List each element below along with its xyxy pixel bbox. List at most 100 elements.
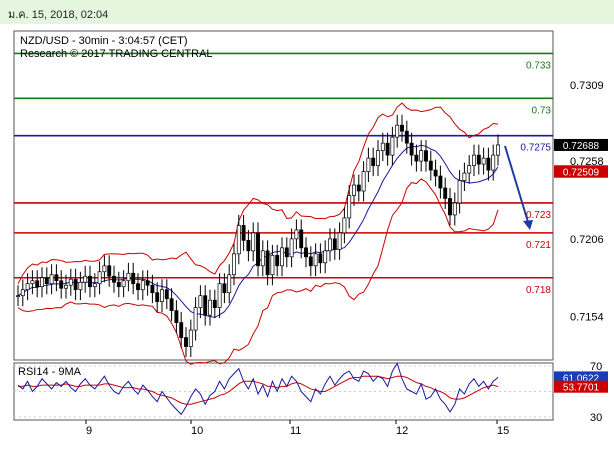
candle-body <box>30 280 35 285</box>
candle-body <box>116 281 121 288</box>
candle-body <box>227 274 232 294</box>
candle-body <box>251 232 256 252</box>
rsi-badge <box>554 380 608 393</box>
candle-body <box>419 150 424 162</box>
candle-body <box>59 280 64 289</box>
candle-body <box>323 250 328 264</box>
candle-body <box>414 154 419 162</box>
candle-body <box>112 275 116 283</box>
level-label: 0.721 <box>526 240 551 251</box>
candle-body <box>270 254 275 276</box>
level-label: 0.733 <box>526 60 551 71</box>
candle-body <box>284 247 289 258</box>
candle-body <box>54 274 59 282</box>
level-label: 0.7275 <box>520 143 551 154</box>
chart-source: Research © 2017 TRADING CENTRAL <box>20 48 213 60</box>
candle-body <box>342 217 347 234</box>
candle-body <box>424 150 428 162</box>
candle-body <box>496 144 500 156</box>
candle-body <box>136 283 140 291</box>
price-badge-label: 0.72688 <box>563 141 600 152</box>
candle-body <box>491 154 496 171</box>
y-tick-label: 0.7309 <box>570 80 604 92</box>
candle-body <box>294 229 299 240</box>
bollinger-lower <box>17 178 499 365</box>
candle-body <box>107 265 112 277</box>
candle-body <box>265 250 270 276</box>
candle-body <box>140 280 145 291</box>
candle-body <box>328 238 332 252</box>
candle-body <box>246 240 251 252</box>
forecast-arrow-head <box>523 220 533 230</box>
candle-body <box>164 289 169 300</box>
candle-body <box>347 195 352 219</box>
candle-body <box>380 142 385 151</box>
candle-body <box>481 157 486 165</box>
chart-frame: 0.733 0.73 0.7275 0.723 0.721 0.718 70 30 61.06… <box>0 24 614 448</box>
candle-body <box>232 253 236 276</box>
rsi-label: RSI14 - 9MA <box>18 366 82 378</box>
bollinger-upper <box>17 102 499 284</box>
candle-body <box>131 272 136 285</box>
level-label: 0.718 <box>526 285 551 296</box>
candle-body <box>179 322 184 338</box>
candle-body <box>404 130 409 144</box>
candle-body <box>212 299 217 309</box>
candle-body <box>467 165 472 174</box>
price-chart[interactable]: 0.733 0.73 0.7275 0.723 0.721 0.718 70 30 61.06… <box>0 24 614 448</box>
candle-body <box>174 310 179 323</box>
candle-body <box>395 124 400 138</box>
candle-body <box>198 295 203 309</box>
chart-title: NZD/USD - 30min - 3:04:57 (CET) <box>20 35 187 47</box>
candle-body <box>184 337 188 347</box>
candle-body <box>400 124 404 132</box>
candle-body <box>92 283 97 288</box>
candle-body <box>438 175 443 189</box>
candle-body <box>472 154 476 166</box>
price-badge-label: 0.72509 <box>563 168 600 179</box>
candle-body <box>476 154 481 165</box>
y-tick-label: 0.7206 <box>570 234 604 246</box>
x-tick-label: 15 <box>497 425 509 437</box>
candle-body <box>88 275 92 288</box>
x-tick-label: 10 <box>191 425 203 437</box>
candle-body <box>299 229 304 249</box>
level-label: 0.723 <box>526 210 551 221</box>
candle-body <box>208 299 212 316</box>
candle-body <box>448 198 452 216</box>
candle-body <box>462 172 467 181</box>
candle-body <box>169 298 174 312</box>
price-panel <box>13 30 554 361</box>
price-badge <box>554 165 608 178</box>
candle-body <box>361 171 366 192</box>
candle-body <box>78 281 83 291</box>
x-tick-label: 9 <box>86 425 92 437</box>
price-badge <box>554 138 608 151</box>
candle-body <box>337 232 342 250</box>
candle-body <box>121 280 126 288</box>
candle-body <box>155 292 160 303</box>
candle-body <box>318 253 323 264</box>
level-label: 0.73 <box>532 105 552 116</box>
candle-body <box>390 136 395 156</box>
candle-body <box>35 280 40 288</box>
candle-body <box>280 247 284 267</box>
timestamp-bar: ม.ค. 15, 2018, 02:04 <box>0 0 614 24</box>
candle-body <box>289 238 294 258</box>
candle-body <box>222 283 227 294</box>
candle-body <box>308 256 313 267</box>
candle-body <box>352 184 356 196</box>
rsi-badge-label: 61.0622 <box>563 373 600 384</box>
candle-body <box>25 283 30 291</box>
candle-body <box>409 142 414 156</box>
candle-body <box>457 180 462 204</box>
rsi-line <box>17 362 499 416</box>
forecast-arrow-line <box>504 145 529 223</box>
candle-body <box>97 271 102 285</box>
timestamp-text: ม.ค. 15, 2018, 02:04 <box>8 9 109 21</box>
candle-body <box>44 277 49 285</box>
candle-body <box>376 150 380 166</box>
rsi-badge-label: 53.7701 <box>563 383 600 394</box>
candle-body <box>145 280 150 286</box>
candle-body <box>452 202 457 216</box>
